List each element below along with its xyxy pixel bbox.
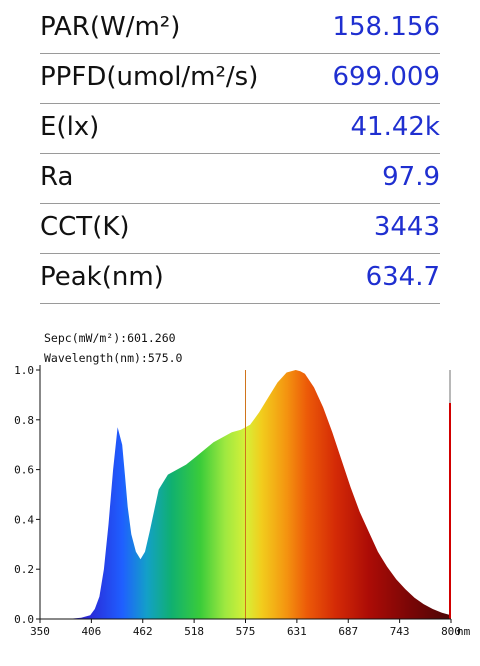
x-tick-label: 743 bbox=[390, 625, 410, 638]
x-tick-label: 800 bbox=[441, 625, 461, 638]
metric-row-ppfd: PPFD(umol/m²/s) 699.009 bbox=[40, 54, 440, 104]
y-tick-label: 0.6 bbox=[14, 464, 34, 477]
metric-value: 97.9 bbox=[382, 162, 440, 192]
spectrum-chart[interactable]: Sepc(mW/m²):601.260 Wavelength(nm):575.0… bbox=[0, 325, 480, 666]
y-tick-label: 1.0 bbox=[14, 364, 34, 377]
y-tick-label: 0.0 bbox=[14, 613, 34, 626]
metric-row-illuminance: E(lx) 41.42k bbox=[40, 104, 440, 154]
x-tick-label: 518 bbox=[184, 625, 204, 638]
x-tick-label: 631 bbox=[287, 625, 307, 638]
metric-row-peak: Peak(nm) 634.7 bbox=[40, 254, 440, 304]
y-tick-label: 0.8 bbox=[14, 414, 34, 427]
metric-label: Ra bbox=[40, 162, 74, 192]
spectrum-plot[interactable]: Sepc(mW/m²):601.260 Wavelength(nm):575.0… bbox=[0, 325, 480, 666]
metric-row-par: PAR(W/m²) 158.156 bbox=[40, 4, 440, 54]
x-tick-label: 687 bbox=[338, 625, 358, 638]
metric-row-cct: CCT(K) 3443 bbox=[40, 204, 440, 254]
metric-label: PAR(W/m²) bbox=[40, 12, 181, 42]
y-tick-label: 0.2 bbox=[14, 563, 34, 576]
x-axis-unit: nm bbox=[457, 625, 471, 638]
wavelength-readout: Wavelength(nm):575.0 bbox=[44, 351, 183, 365]
x-tick-label: 350 bbox=[30, 625, 50, 638]
metrics-table: PAR(W/m²) 158.156 PPFD(umol/m²/s) 699.00… bbox=[40, 4, 440, 304]
metric-label: PPFD(umol/m²/s) bbox=[40, 62, 259, 92]
metric-row-ra: Ra 97.9 bbox=[40, 154, 440, 204]
spec-readout: Sepc(mW/m²):601.260 bbox=[44, 331, 176, 345]
x-tick-label: 575 bbox=[236, 625, 256, 638]
metric-label: E(lx) bbox=[40, 112, 100, 142]
x-tick-label: 462 bbox=[133, 625, 153, 638]
metric-value: 3443 bbox=[373, 212, 440, 242]
metric-value: 158.156 bbox=[332, 12, 440, 42]
plot-area: 0.0 0.2 0.4 0.6 0.8 1.0 350 406 462 518 575 631 687 7… bbox=[14, 364, 470, 638]
metric-label: Peak(nm) bbox=[40, 262, 164, 292]
y-tick-label: 0.4 bbox=[14, 513, 34, 526]
metric-value: 699.009 bbox=[332, 62, 440, 92]
metric-value: 41.42k bbox=[350, 112, 441, 142]
x-tick-label: 406 bbox=[81, 625, 101, 638]
metric-value: 634.7 bbox=[365, 262, 440, 292]
metric-label: CCT(K) bbox=[40, 212, 130, 242]
